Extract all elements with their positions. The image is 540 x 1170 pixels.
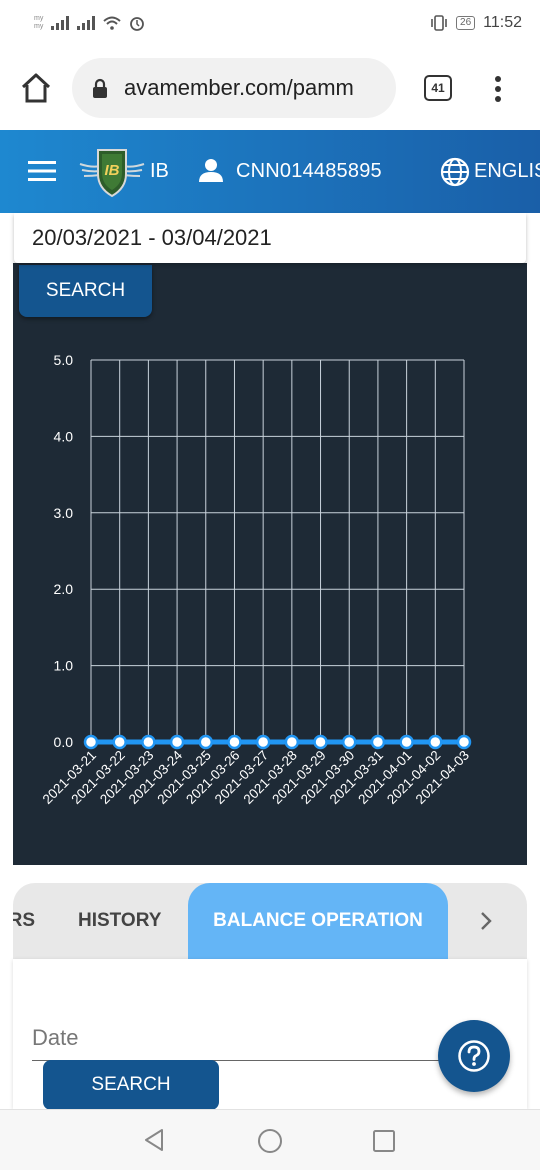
user-icon bbox=[199, 159, 223, 182]
data-point bbox=[255, 734, 271, 750]
data-point bbox=[284, 734, 300, 750]
language-selector[interactable]: ENGLIS bbox=[474, 160, 540, 182]
data-point bbox=[227, 734, 242, 750]
app-header: IB IB CNN014485895 ENGLIS bbox=[0, 130, 540, 213]
data-point bbox=[112, 734, 127, 750]
hamburger-menu-icon[interactable] bbox=[28, 160, 56, 182]
data-point bbox=[428, 734, 443, 750]
data-point bbox=[370, 734, 386, 750]
tabs-bar: RS HISTORY BALANCE OPERATION bbox=[13, 883, 527, 959]
balance-operation-form: SEARCH bbox=[13, 959, 527, 1110]
tab-scroll-next[interactable] bbox=[479, 883, 499, 959]
lock-icon bbox=[93, 78, 107, 98]
tab-previous-label: RS bbox=[13, 910, 35, 931]
balance-line-chart: 5.04.03.02.01.00.02021-03-212021-03-2220… bbox=[40, 352, 472, 807]
wifi-icon bbox=[103, 16, 122, 30]
tab-history[interactable]: HISTORY bbox=[78, 910, 162, 931]
data-point bbox=[83, 734, 99, 750]
date-input[interactable] bbox=[32, 1015, 452, 1061]
home-icon[interactable] bbox=[20, 72, 52, 104]
alarm-icon bbox=[130, 17, 145, 31]
status-bar: my my 26 11:52 bbox=[0, 0, 540, 46]
signal-icon bbox=[77, 16, 96, 30]
globe-icon[interactable] bbox=[440, 157, 470, 187]
vibrate-icon bbox=[431, 15, 447, 31]
status-right: 26 11:52 bbox=[430, 14, 522, 32]
back-icon[interactable] bbox=[142, 1128, 166, 1152]
battery-indicator: 26 bbox=[456, 16, 476, 30]
carrier-bottom: my bbox=[34, 23, 44, 30]
y-tick-label: 0.0 bbox=[54, 734, 74, 750]
data-point bbox=[399, 734, 414, 750]
help-icon bbox=[458, 1040, 490, 1072]
date-range-field[interactable]: 20/03/2021 - 03/04/2021 bbox=[14, 213, 526, 263]
ib-logo[interactable]: IB bbox=[78, 144, 146, 198]
data-point bbox=[141, 734, 156, 750]
status-left: my my bbox=[34, 15, 145, 31]
clock: 11:52 bbox=[483, 14, 522, 31]
tab-switcher-button[interactable]: 41 bbox=[424, 75, 452, 101]
y-tick-label: 1.0 bbox=[54, 658, 74, 674]
carrier-top: my bbox=[34, 15, 44, 22]
url-text[interactable]: avamember.com/pamm bbox=[124, 75, 354, 100]
search-button[interactable]: SEARCH bbox=[19, 265, 152, 317]
chart-panel: 5.0 4.0 3.0 2.0 1.0 0.0 2021-03-21 2021-03-22 20… bbox=[13, 263, 527, 865]
data-point bbox=[313, 734, 328, 750]
data-point bbox=[341, 734, 357, 750]
y-tick-label: 4.0 bbox=[54, 428, 74, 444]
svg-text:IB: IB bbox=[105, 162, 120, 179]
home-nav-icon[interactable] bbox=[257, 1128, 283, 1154]
user-id[interactable]: CNN014485895 bbox=[236, 160, 382, 182]
recent-apps-icon[interactable] bbox=[372, 1129, 396, 1153]
ib-label[interactable]: IB bbox=[150, 160, 169, 182]
y-tick-label: 2.0 bbox=[54, 581, 74, 597]
form-search-button[interactable]: SEARCH bbox=[43, 1060, 219, 1110]
browser-toolbar: avamember.com/pamm 41 bbox=[0, 46, 540, 130]
carrier-labels: my my bbox=[34, 15, 43, 31]
signal-icon bbox=[51, 16, 70, 30]
y-tick-label: 5.0 bbox=[54, 352, 74, 368]
chevron-right-icon bbox=[481, 912, 492, 930]
data-point bbox=[169, 734, 185, 750]
tab-balance-operation[interactable]: BALANCE OPERATION bbox=[188, 883, 448, 959]
address-bar[interactable]: avamember.com/pamm bbox=[72, 58, 396, 118]
system-nav-bar bbox=[0, 1109, 540, 1170]
more-options-icon[interactable] bbox=[488, 74, 508, 104]
tab-previous-partial[interactable]: RS bbox=[13, 883, 35, 959]
help-button[interactable] bbox=[438, 1020, 510, 1092]
data-point bbox=[198, 734, 214, 750]
data-point bbox=[456, 734, 472, 750]
y-tick-label: 3.0 bbox=[54, 505, 74, 521]
